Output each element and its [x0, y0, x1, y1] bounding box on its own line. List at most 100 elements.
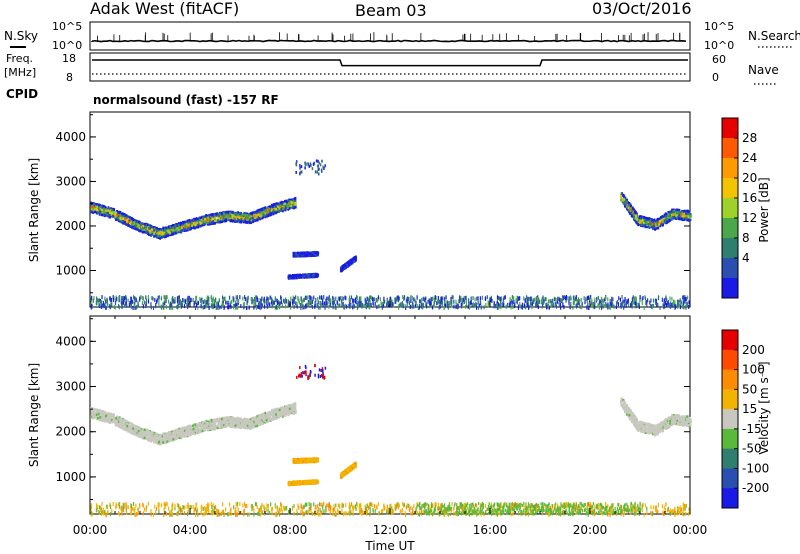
scatter-cell	[342, 266, 345, 269]
scatter-cell	[683, 212, 685, 216]
scatter-cell	[279, 201, 282, 205]
scatter-cell	[159, 237, 162, 240]
scatter-cell	[143, 226, 146, 229]
scatter-cell	[683, 214, 686, 218]
scatter-cell	[244, 220, 247, 223]
scatter-cell	[651, 222, 654, 226]
scatter-cell	[273, 211, 276, 214]
scatter-cell	[665, 297, 668, 302]
scatter-cell	[265, 213, 268, 216]
scatter-cell	[278, 203, 281, 206]
scatter-cell	[286, 203, 289, 207]
scatter-cell	[455, 299, 457, 304]
scatter-cell	[491, 298, 493, 303]
scatter-cell	[268, 212, 270, 216]
scatter-cell	[283, 202, 286, 206]
freq-label: Freq.	[6, 52, 33, 65]
scatter-cell	[622, 202, 625, 205]
scatter-cell	[219, 213, 222, 216]
scatter-cell	[288, 202, 291, 205]
scatter-cell	[230, 300, 232, 305]
scatter-cell	[308, 275, 311, 279]
scatter-cell	[586, 305, 588, 310]
scatter-cell	[164, 229, 167, 232]
scatter-cell	[278, 305, 281, 310]
scatter-cell	[542, 295, 544, 300]
scatter-cell	[215, 213, 218, 216]
scatter-cell	[160, 236, 163, 239]
scatter-cell	[255, 211, 258, 215]
scatter-cell	[168, 231, 170, 235]
scatter-cell	[218, 298, 220, 303]
scatter-cell	[202, 219, 204, 223]
scatter-cell	[150, 233, 153, 236]
scatter-cell	[350, 295, 353, 300]
scatter-cell	[655, 220, 658, 224]
scatter-cell	[123, 214, 126, 218]
scatter-cell	[276, 207, 279, 210]
scatter-cell	[109, 216, 112, 219]
scatter-cell	[92, 204, 95, 207]
scatter-cell	[147, 299, 150, 304]
scatter-cell	[381, 305, 383, 310]
scatter-cell	[669, 214, 671, 217]
scatter-cell	[174, 228, 177, 232]
scatter-cell	[247, 216, 250, 220]
scatter-cell	[162, 226, 165, 230]
scatter-cell	[254, 295, 257, 300]
scatter-cell	[202, 300, 204, 305]
scatter-cell	[179, 228, 182, 231]
scatter-cell	[221, 220, 224, 224]
scatter-cell	[295, 252, 297, 255]
scatter-cell	[151, 233, 154, 236]
scatter-cell	[175, 232, 177, 235]
scatter-cell	[108, 214, 111, 217]
scatter-cell	[472, 296, 474, 301]
scatter-cell	[372, 301, 374, 306]
scatter-cell	[190, 227, 193, 230]
scatter-cell	[324, 305, 326, 310]
scatter-cell	[270, 203, 273, 207]
scatter-cell	[206, 216, 209, 219]
scatter-cell	[169, 231, 171, 235]
scatter-cell	[553, 297, 556, 302]
scatter-cell	[255, 217, 258, 221]
scatter-cell	[649, 219, 652, 222]
scatter-cell	[267, 214, 270, 217]
scatter-cell	[657, 295, 660, 300]
scatter-cell	[252, 219, 255, 222]
scatter-cell	[200, 303, 202, 308]
scatter-cell	[437, 296, 439, 301]
scatter-cell	[189, 220, 192, 224]
scatter-cell	[113, 208, 116, 212]
scatter-cell	[208, 220, 211, 224]
scatter-cell	[234, 217, 237, 220]
scatter-cell	[258, 208, 261, 212]
scatter-cell	[97, 209, 100, 212]
scatter-cell	[311, 254, 313, 258]
scatter-cell	[257, 216, 260, 219]
scatter-cell	[90, 210, 92, 213]
scatter-cell	[166, 233, 169, 236]
scatter-cell	[145, 224, 148, 227]
scatter-cell	[292, 254, 295, 257]
scatter-cell	[219, 305, 221, 310]
scatter-cell	[409, 304, 411, 309]
scatter-cell	[313, 273, 316, 276]
scatter-cell	[158, 232, 161, 235]
scatter-cell	[263, 209, 266, 213]
scatter-cell	[134, 296, 136, 301]
scatter-cell	[227, 215, 230, 218]
scatter-cell	[643, 305, 645, 310]
cpid-label: CPID	[6, 87, 38, 101]
scatter-cell	[228, 210, 231, 214]
scatter-cell	[313, 275, 316, 279]
scatter-cell	[413, 297, 415, 302]
scatter-cell	[143, 230, 146, 234]
scatter-cell	[178, 295, 180, 300]
scatter-cell	[332, 295, 334, 300]
scatter-cell	[210, 215, 213, 218]
scatter-cell	[187, 221, 190, 224]
scatter-cell	[155, 231, 158, 234]
scatter-cell	[366, 296, 368, 301]
